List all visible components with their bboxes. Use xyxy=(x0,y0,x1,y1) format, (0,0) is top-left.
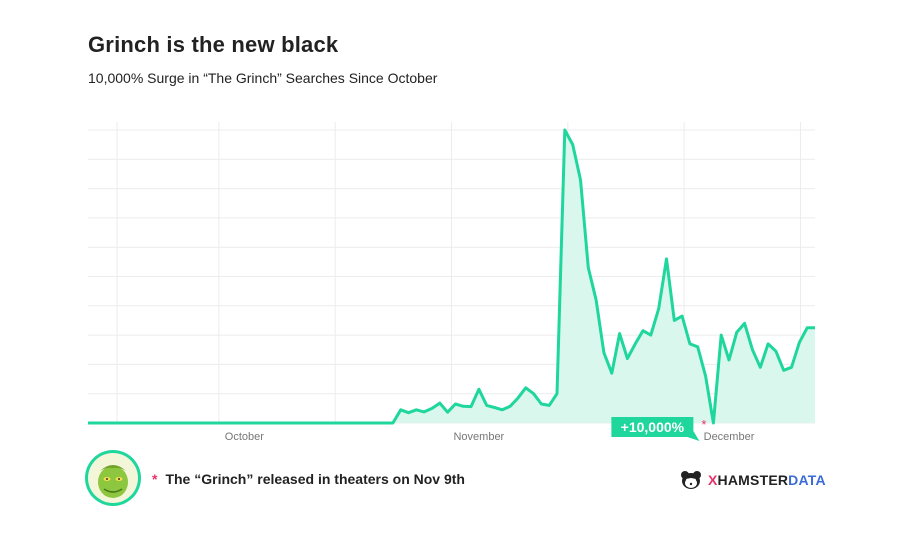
series-line xyxy=(88,128,815,425)
brand-logo[interactable]: XHAMSTERDATA xyxy=(680,470,826,490)
hamster-logo-icon xyxy=(681,471,701,489)
chart-subtitle: 10,000% Surge in “The Grinch” Searches S… xyxy=(88,70,438,86)
brand-x: X xyxy=(708,472,718,488)
brand-hamster: HAMSTER xyxy=(717,472,789,488)
annotation-label: +10,000% xyxy=(621,419,685,435)
note-text: The “Grinch” released in theaters on Nov… xyxy=(165,471,465,487)
x-tick-label: November xyxy=(453,431,504,443)
x-axis-ticks: October November December xyxy=(225,431,755,443)
peak-annotation: +10,000% * xyxy=(611,417,706,441)
note-asterisk: * xyxy=(152,471,158,487)
chart-title: Grinch is the new black xyxy=(88,32,339,57)
annotation-asterisk: * xyxy=(701,417,706,432)
release-note: * The “Grinch” released in theaters on No… xyxy=(152,471,465,487)
x-tick-label: December xyxy=(704,431,755,443)
brand-name: XHAMSTERDATA xyxy=(708,472,826,488)
area-chart: October November December +10,000% * xyxy=(88,122,815,443)
grinch-avatar-icon xyxy=(85,450,141,506)
annotation-badge xyxy=(611,417,700,441)
x-tick-label: October xyxy=(225,431,264,443)
brand-data: DATA xyxy=(788,472,826,488)
